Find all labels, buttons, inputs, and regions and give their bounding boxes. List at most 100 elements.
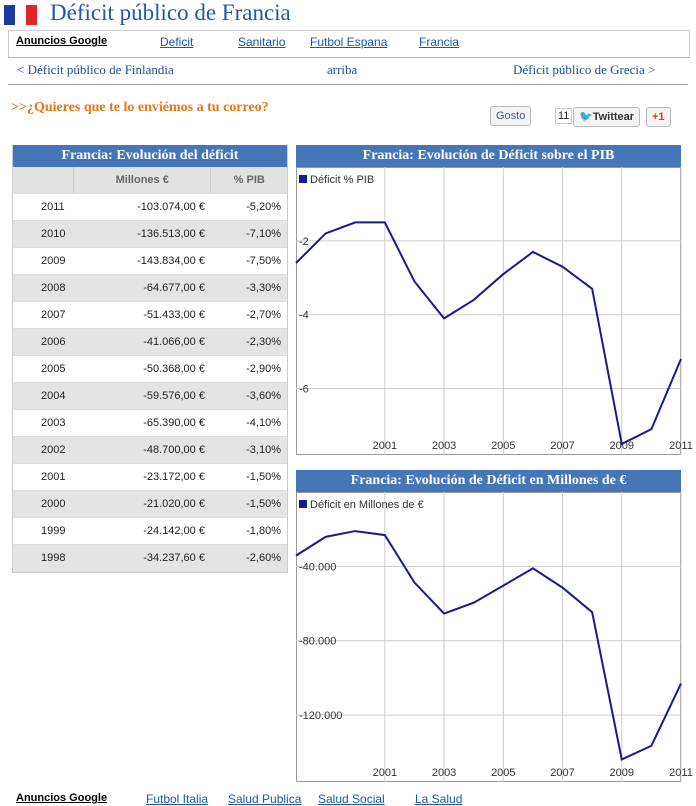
table-cell: -2,90%: [210, 355, 287, 383]
y-tick-label: -40.000: [299, 561, 336, 573]
x-tick-label: 2001: [373, 440, 397, 452]
chart-title: Francia: Evolución de Déficit en Millone…: [296, 470, 681, 492]
ad-bar: [8, 30, 690, 58]
table-cell: -41.066,00 €: [73, 328, 211, 356]
plot-area: [296, 167, 681, 455]
table-cell: -2,60%: [210, 544, 287, 572]
table-cell: -34.237,60 €: [73, 544, 211, 572]
x-tick-label: 2011: [669, 440, 693, 452]
x-tick-label: 2009: [610, 767, 634, 779]
legend-label: Déficit % PIB: [310, 174, 374, 186]
table-row: 2011 -103.074,00 € -5,20%: [13, 193, 287, 221]
table-cell: -2,30%: [210, 328, 287, 356]
chart-title: Francia: Evolución de Déficit sobre el P…: [296, 145, 681, 167]
like-button[interactable]: Gosto: [490, 106, 532, 126]
plot-area: [296, 492, 681, 782]
nav-link[interactable]: Futbol Espana: [310, 35, 388, 49]
table-cell: -21.020,00 €: [73, 490, 211, 518]
table-cell: -50.368,00 €: [73, 355, 211, 383]
table-cell: 2010: [13, 220, 74, 248]
table-cell: 2006: [13, 328, 74, 356]
table-cell: 2005: [13, 355, 74, 383]
chart-panel: Francia: Evolución de Déficit en Millone…: [296, 470, 681, 492]
ads-label[interactable]: Anuncios Google: [16, 792, 108, 804]
data-line: [295, 221, 682, 446]
table-cell: -64.677,00 €: [73, 274, 211, 302]
tweet-button[interactable]: 🐦Twittear: [573, 107, 641, 127]
table-cell: 2004: [13, 382, 74, 410]
y-tick-label: -80.000: [299, 636, 336, 648]
table-cell: -3,10%: [210, 436, 287, 464]
y-tick-label: -2: [299, 236, 309, 248]
x-tick-label: 2005: [491, 767, 515, 779]
table-row: 2004 -59.576,00 € -3,60%: [13, 382, 287, 410]
plus-text: +1: [652, 111, 665, 123]
footer-link[interactable]: Futbol Italia: [146, 792, 209, 806]
x-tick-label: 2009: [610, 440, 634, 452]
flag: [4, 5, 37, 25]
subscribe-link[interactable]: >>¿Quieres que te lo enviémos a tu corre…: [11, 100, 269, 115]
ads-label[interactable]: Anuncios Google: [16, 35, 108, 47]
table-cell: -143.834,00 €: [73, 247, 211, 275]
footer-link[interactable]: Salud Publica: [228, 792, 302, 806]
nav-link[interactable]: Deficit: [160, 35, 194, 49]
table-row: 1998 -34.237,60 € -2,60%: [13, 544, 287, 572]
y-tick-label: -6: [299, 384, 309, 396]
table-cell: -1,50%: [210, 490, 287, 518]
plus-button[interactable]: +1: [646, 107, 671, 127]
prev-link[interactable]: < Déficit público de Finlandia: [17, 62, 174, 77]
table-row: 2008 -64.677,00 € -3,30%: [13, 274, 287, 302]
table-cell: -136.513,00 €: [73, 220, 211, 248]
tweet-text: Twittear: [592, 111, 635, 123]
footer-link[interactable]: La Salud: [415, 792, 463, 806]
table-row: 2007 -51.433,00 € -2,70%: [13, 301, 287, 329]
table-cell: -51.433,00 €: [73, 301, 211, 329]
like-text: Gosto: [496, 110, 526, 122]
table-cell: -5,20%: [210, 193, 287, 221]
table-cell: 2009: [13, 247, 74, 275]
legend-swatch: [299, 500, 307, 508]
next-link[interactable]: Déficit público de Grecia >: [513, 62, 656, 77]
table-cell: -65.390,00 €: [73, 409, 211, 437]
table-cell: 2007: [13, 301, 74, 329]
x-tick-label: 2007: [550, 440, 574, 452]
chart-panel: Francia: Evolución de Déficit sobre el P…: [296, 145, 681, 167]
table-cell: -103.074,00 €: [73, 193, 211, 221]
deficit-table: Millones € % PIB 2011 -103.074,00 € -5,20%…: [13, 167, 287, 572]
table-cell: -23.172,00 €: [73, 463, 211, 491]
table-cell: 2002: [13, 436, 74, 464]
legend-swatch: [299, 175, 307, 183]
table-row: 2003 -65.390,00 € -4,10%: [13, 409, 287, 437]
up-link[interactable]: arriba: [327, 62, 358, 77]
x-tick-label: 2003: [432, 767, 456, 779]
table-header-cell: [13, 167, 74, 194]
table-cell: 2008: [13, 274, 74, 302]
table-cell: -24.142,00 €: [73, 517, 211, 545]
table-cell: -4,10%: [210, 409, 287, 437]
table-cell: -3,60%: [210, 382, 287, 410]
x-tick-label: 2001: [373, 767, 397, 779]
footer-link[interactable]: Salud Social: [318, 792, 385, 806]
table-row: 1999 -24.142,00 € -1,80%: [13, 517, 287, 545]
table-cell: -59.576,00 €: [73, 382, 211, 410]
page-title: Déficit público de Francia: [50, 0, 291, 25]
table-row: 2009 -143.834,00 € -7,50%: [13, 247, 287, 275]
table-cell: 1999: [13, 517, 74, 545]
table-cell: 2001: [13, 463, 74, 491]
table-cell: -3,30%: [210, 274, 287, 302]
nav-link[interactable]: Francia: [419, 35, 460, 49]
y-tick-label: -4: [299, 310, 309, 322]
table-cell: 2000: [13, 490, 74, 518]
table-row: 2005 -50.368,00 € -2,90%: [13, 355, 287, 383]
legend-label: Déficit en Millones de €: [310, 499, 424, 511]
x-tick-label: 2005: [491, 440, 515, 452]
nav-link[interactable]: Sanitario: [238, 35, 286, 49]
x-tick-label: 2003: [432, 440, 456, 452]
x-tick-label: 2011: [669, 767, 693, 779]
table-row: 2010 -136.513,00 € -7,10%: [13, 220, 287, 248]
table-cell: -1,80%: [210, 517, 287, 545]
deficit-table-panel: Francia: Evolución del déficit Millones …: [12, 145, 288, 573]
table-row: 2001 -23.172,00 € -1,50%: [13, 463, 287, 491]
